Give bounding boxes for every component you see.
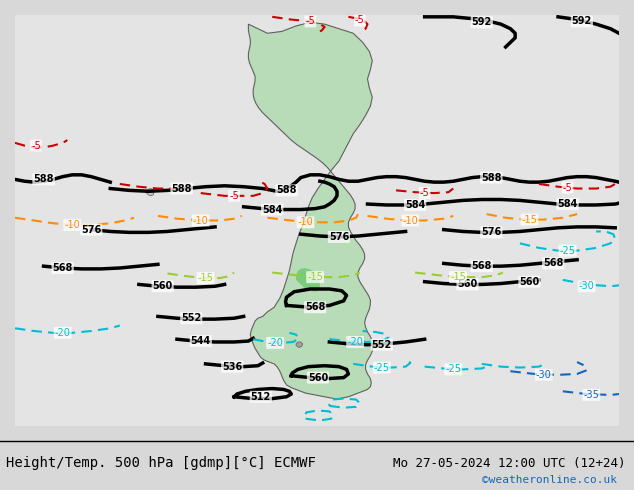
Text: -5: -5 (355, 16, 365, 25)
Text: -20: -20 (267, 338, 283, 348)
Text: Mo 27-05-2024 12:00 UTC (12+24): Mo 27-05-2024 12:00 UTC (12+24) (393, 457, 626, 470)
Text: -15: -15 (198, 273, 214, 283)
Text: 560: 560 (457, 279, 477, 290)
Text: -5: -5 (31, 141, 41, 150)
Text: 588: 588 (171, 184, 192, 194)
Text: 584: 584 (557, 199, 578, 209)
Polygon shape (296, 342, 302, 347)
Text: 536: 536 (222, 362, 242, 371)
Text: 576: 576 (329, 232, 349, 242)
Text: 552: 552 (181, 313, 202, 323)
Text: -15: -15 (307, 272, 323, 282)
Text: -20: -20 (55, 328, 70, 338)
Text: -25: -25 (560, 245, 576, 256)
Text: 568: 568 (53, 263, 73, 273)
Text: 576: 576 (481, 227, 501, 237)
Text: -25: -25 (445, 365, 461, 374)
Polygon shape (296, 268, 320, 292)
Text: 544: 544 (191, 336, 211, 346)
Text: 560: 560 (308, 372, 328, 383)
Text: 584: 584 (262, 204, 282, 215)
Text: 552: 552 (372, 340, 392, 350)
Text: -5: -5 (230, 191, 239, 201)
Text: 592: 592 (472, 17, 492, 27)
Text: 568: 568 (472, 261, 492, 271)
Text: -5: -5 (306, 16, 315, 26)
Polygon shape (249, 23, 373, 398)
Text: Height/Temp. 500 hPa [gdmp][°C] ECMWF: Height/Temp. 500 hPa [gdmp][°C] ECMWF (6, 456, 316, 470)
Text: -5: -5 (420, 188, 429, 198)
Text: -30: -30 (579, 281, 595, 291)
Text: 588: 588 (481, 172, 501, 183)
Text: -35: -35 (583, 390, 599, 400)
Text: 592: 592 (572, 16, 592, 26)
Text: -10: -10 (64, 220, 80, 230)
Text: 568: 568 (543, 258, 564, 269)
Text: -15: -15 (522, 215, 538, 224)
Text: -20: -20 (347, 337, 363, 347)
Text: 560: 560 (153, 281, 173, 291)
Text: 588: 588 (34, 174, 54, 184)
Text: -30: -30 (536, 370, 552, 380)
Text: 584: 584 (405, 200, 425, 210)
Text: -25: -25 (374, 363, 390, 372)
Text: -15: -15 (450, 272, 466, 282)
Text: -10: -10 (193, 216, 209, 225)
Text: 512: 512 (250, 392, 271, 402)
Text: -5: -5 (563, 183, 573, 193)
Text: -10: -10 (403, 216, 418, 225)
Text: 588: 588 (276, 185, 297, 196)
Text: 560: 560 (519, 277, 540, 287)
Polygon shape (146, 189, 154, 196)
Text: -10: -10 (298, 218, 313, 227)
Text: 576: 576 (81, 224, 101, 235)
Text: 568: 568 (305, 302, 325, 312)
Text: ©weatheronline.co.uk: ©weatheronline.co.uk (482, 475, 617, 485)
